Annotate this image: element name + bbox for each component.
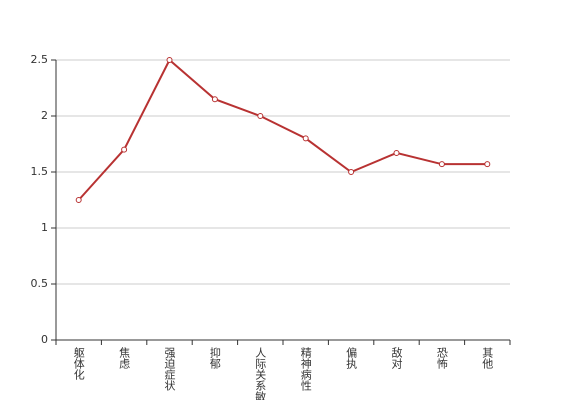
- point: [211, 96, 218, 103]
- x-tick-label: 偏执: [345, 346, 358, 370]
- point: [393, 149, 400, 156]
- y-tick-label: 1: [41, 221, 48, 234]
- point: [302, 135, 309, 142]
- point: [438, 161, 445, 168]
- y-tick-label: 2.5: [31, 53, 49, 66]
- point: [484, 161, 491, 168]
- y-tick-label: 0: [41, 333, 48, 346]
- point: [348, 169, 355, 175]
- y-tick-label: 0.5: [31, 277, 49, 290]
- x-tick-label: 敌对: [390, 346, 403, 369]
- point: [166, 57, 173, 63]
- line: [77, 58, 488, 201]
- point: [75, 197, 82, 203]
- x-tick-label: 其他: [481, 347, 494, 369]
- x-tick-label: 精神病性: [299, 347, 312, 392]
- x-tick-label: 人际关系敏感: [254, 347, 267, 400]
- y-tick-label: 1.5: [31, 165, 49, 178]
- y-tick-label: 2: [41, 109, 48, 122]
- x-tick-label: 恐怖: [435, 347, 448, 369]
- point: [257, 113, 264, 119]
- x-tick-label: 强迫症状: [163, 347, 176, 391]
- x-tick-label: 抑郁: [208, 346, 221, 369]
- x-tick-label: 焦虑: [118, 347, 131, 369]
- point: [121, 146, 128, 153]
- x-tick-label: 躯体化: [72, 347, 85, 381]
